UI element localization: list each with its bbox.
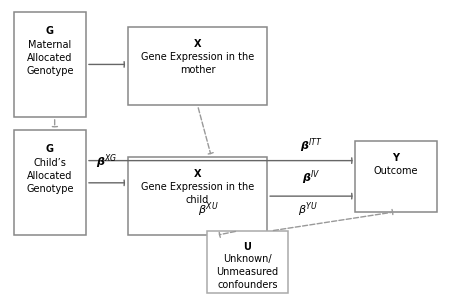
FancyBboxPatch shape	[207, 231, 288, 293]
FancyBboxPatch shape	[14, 130, 86, 235]
FancyBboxPatch shape	[356, 141, 437, 212]
Text: $\beta^{YU}$: $\beta^{YU}$	[298, 201, 318, 219]
FancyBboxPatch shape	[128, 157, 267, 235]
Text: Child’s
Allocated
Genotype: Child’s Allocated Genotype	[26, 158, 74, 194]
FancyBboxPatch shape	[128, 27, 267, 105]
Text: $\bf{G}$: $\bf{G}$	[46, 24, 55, 36]
Text: $\bf{X}$: $\bf{X}$	[193, 37, 202, 49]
Text: $\boldsymbol{\beta}^{ITT}$: $\boldsymbol{\beta}^{ITT}$	[301, 136, 323, 155]
Text: $\boldsymbol{\beta}^{XG}$: $\boldsymbol{\beta}^{XG}$	[96, 153, 118, 171]
Text: Outcome: Outcome	[374, 166, 419, 176]
Text: Maternal
Allocated
Genotype: Maternal Allocated Genotype	[26, 40, 74, 76]
Text: Unknown/
Unmeasured
confounders: Unknown/ Unmeasured confounders	[217, 254, 279, 290]
Text: $\bf{G}$: $\bf{G}$	[46, 142, 55, 154]
Text: $\beta^{XU}$: $\beta^{XU}$	[198, 201, 219, 219]
Text: $\boldsymbol{\beta}^{IV}$: $\boldsymbol{\beta}^{IV}$	[302, 169, 320, 187]
Text: $\bf{Y}$: $\bf{Y}$	[392, 151, 401, 163]
FancyBboxPatch shape	[14, 12, 86, 117]
Text: Gene Expression in the
child: Gene Expression in the child	[141, 182, 254, 205]
Text: $\bf{U}$: $\bf{U}$	[243, 240, 252, 252]
Text: $\bf{X}$: $\bf{X}$	[193, 167, 202, 179]
Text: Gene Expression in the
mother: Gene Expression in the mother	[141, 52, 254, 75]
